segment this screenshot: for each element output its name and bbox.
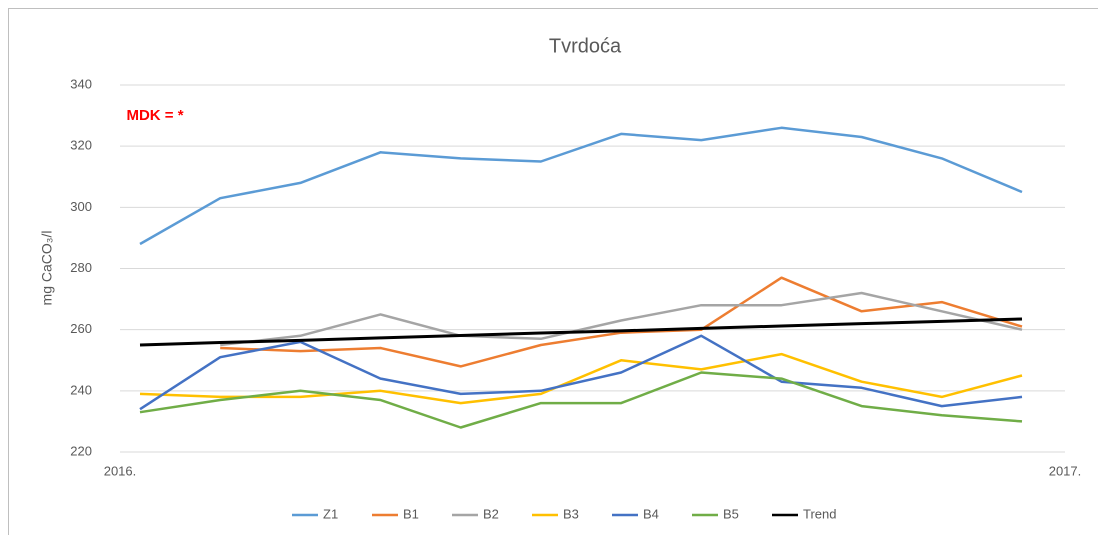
legend-label: B1 bbox=[403, 506, 419, 521]
y-axis-label: mg CaCO₃/l bbox=[39, 231, 55, 306]
y-tick-label: 240 bbox=[70, 382, 92, 397]
x-end-label: 2017. bbox=[1049, 463, 1082, 478]
legend-label: B3 bbox=[563, 506, 579, 521]
chart-frame bbox=[8, 8, 1098, 535]
series-line bbox=[220, 276, 1023, 368]
series-line bbox=[139, 126, 1023, 246]
legend-label: B4 bbox=[643, 506, 659, 521]
x-end-label: 2016. bbox=[104, 463, 137, 478]
series-line bbox=[139, 371, 1023, 429]
chart-title: Tvrdoća bbox=[549, 35, 622, 57]
legend-label: B2 bbox=[483, 506, 499, 521]
annotation: MDK = * bbox=[126, 107, 183, 124]
legend-label: Trend bbox=[803, 506, 836, 521]
y-tick-label: 220 bbox=[70, 443, 92, 458]
series-line bbox=[139, 334, 1023, 411]
y-tick-label: 320 bbox=[70, 138, 92, 153]
y-tick-label: 260 bbox=[70, 321, 92, 336]
legend-label: Z1 bbox=[323, 506, 338, 521]
series-line bbox=[139, 317, 1023, 347]
y-tick-label: 340 bbox=[70, 76, 92, 91]
y-tick-label: 280 bbox=[70, 260, 92, 275]
series-line bbox=[139, 352, 1023, 405]
y-tick-label: 300 bbox=[70, 199, 92, 214]
series-line bbox=[220, 291, 1023, 347]
legend-label: B5 bbox=[723, 506, 739, 521]
